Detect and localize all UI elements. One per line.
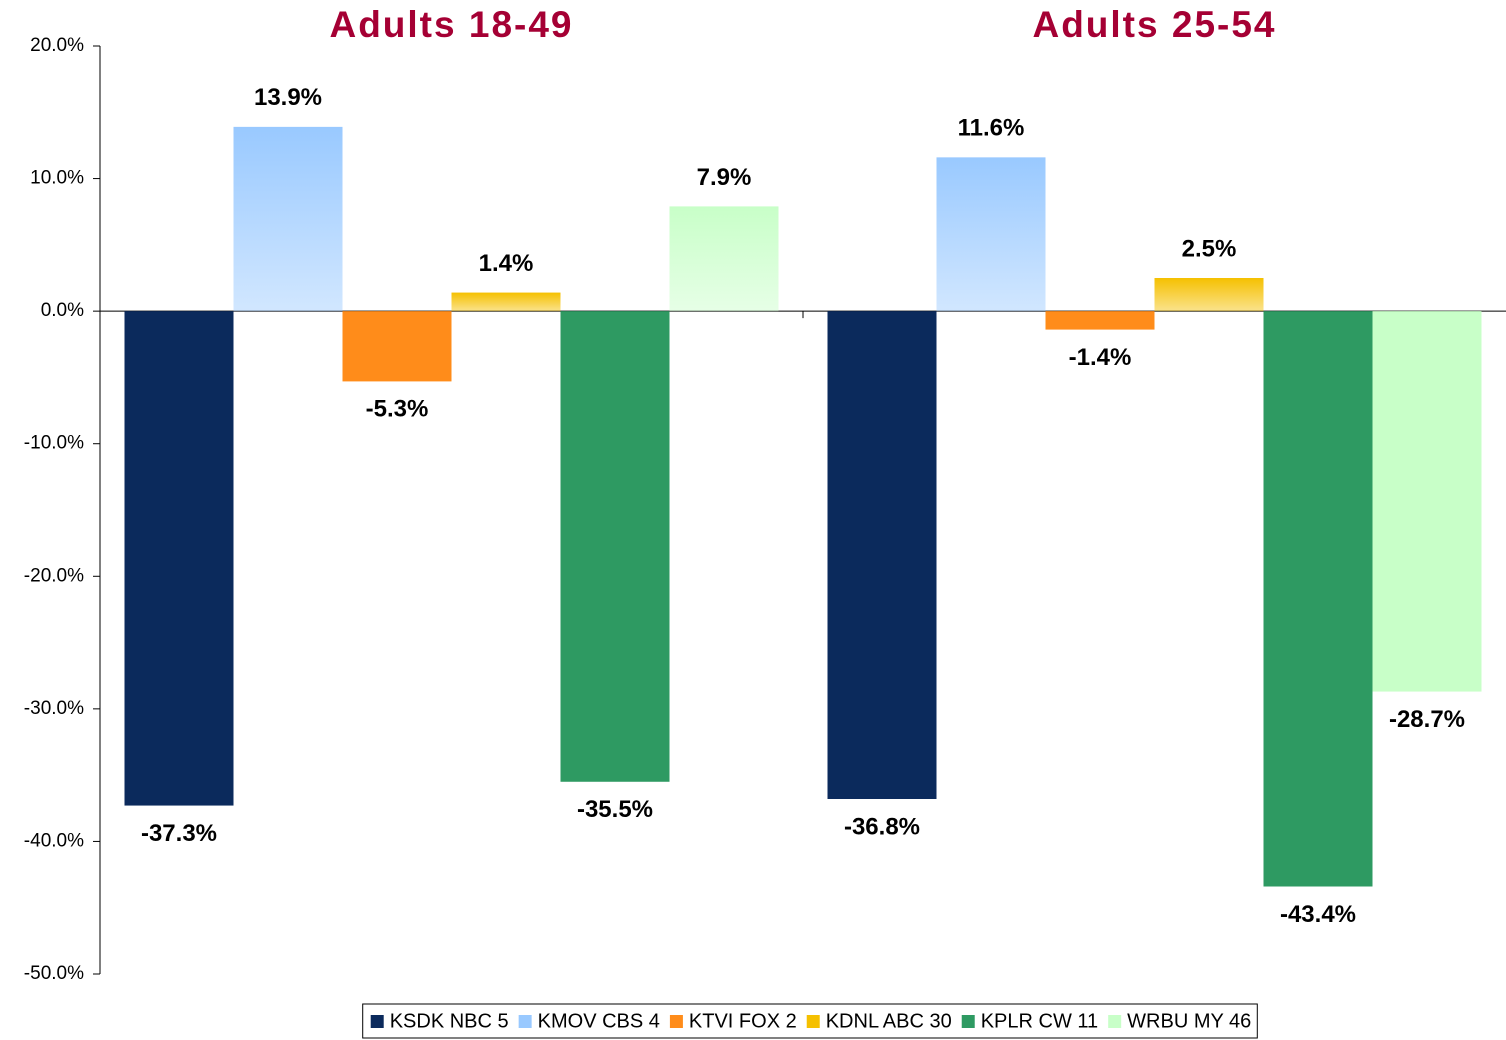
legend-swatch [961,1015,975,1028]
data-label: -35.5% [577,796,653,823]
data-label: 11.6% [958,115,1025,142]
y-tick-label: -20.0% [24,565,84,586]
legend-swatch [518,1015,532,1028]
bar [1263,311,1373,887]
bar [1372,311,1482,692]
data-label: 13.9% [254,84,322,111]
data-label: -43.4% [1280,901,1356,928]
bar [827,311,937,800]
data-label: -28.7% [1389,706,1465,733]
bar [1154,278,1264,312]
data-label: -36.8% [844,813,920,840]
legend-label: KMOV CBS 4 [538,1010,660,1032]
bar [451,292,561,312]
legend-swatch [669,1015,683,1028]
legend-label: KSDK NBC 5 [390,1010,509,1032]
legend-swatch [1108,1015,1122,1028]
data-label: 2.5% [1182,235,1237,262]
y-tick-label: -10.0% [24,433,84,454]
data-label: 7.9% [697,164,752,191]
y-tick-label: -30.0% [24,698,84,719]
bar [342,311,452,382]
bar [124,311,234,806]
bar [669,206,779,312]
data-label: 1.4% [479,250,534,277]
legend-label: KTVI FOX 2 [689,1010,797,1032]
legend: KSDK NBC 5 KMOV CBS 4 KTVI FOX 2 KDNL ABC 3… [362,1003,1258,1039]
y-tick-label: 20.0% [30,35,84,56]
data-label: -1.4% [1069,344,1132,371]
legend-label: WRBU MY 46 [1127,1010,1251,1032]
bar [936,157,1046,312]
category-label: Adults 25-54 [1032,4,1276,45]
legend-label: KPLR CW 11 [981,1010,1098,1032]
data-label: -5.3% [366,396,429,423]
legend-label: KDNL ABC 30 [826,1010,952,1032]
data-label: -37.3% [141,820,217,847]
y-tick-label: 10.0% [30,168,84,189]
y-tick-label: 0.0% [41,300,84,321]
y-tick-label: -40.0% [24,830,84,851]
legend-swatch [806,1015,820,1028]
bar [1045,311,1155,330]
legend-swatch [370,1015,384,1028]
y-tick-label: -50.0% [24,963,84,984]
category-label: Adults 18-49 [329,4,573,45]
bar [233,126,343,312]
bar [560,311,670,782]
